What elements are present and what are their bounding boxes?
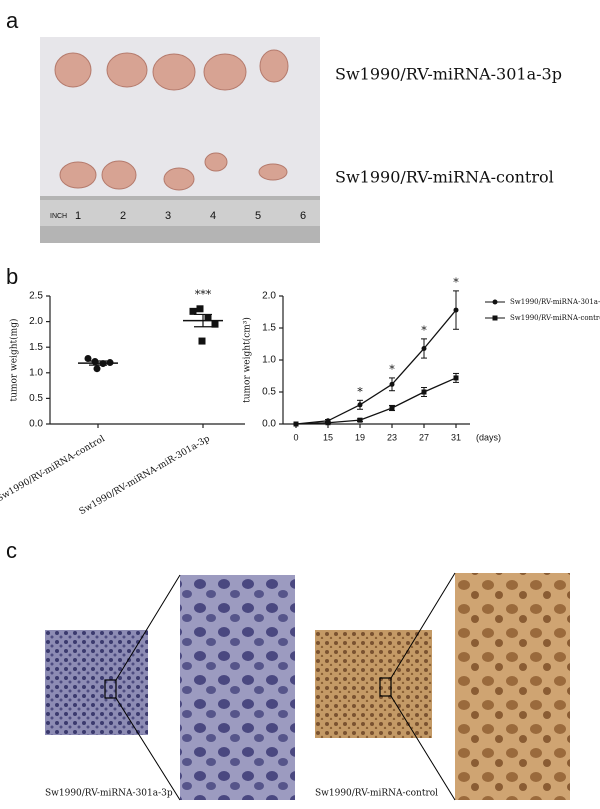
data-point <box>325 420 331 426</box>
photo-label: Sw1990/RV-miRNA-control <box>335 168 554 187</box>
significance: * <box>389 363 395 376</box>
ruler-label: 4 <box>210 210 216 222</box>
significance: * <box>421 324 427 337</box>
tumor-photo <box>40 37 320 243</box>
data-point <box>196 305 204 313</box>
data-point <box>84 354 92 362</box>
ruler-label: 5 <box>255 210 261 222</box>
data-point <box>492 299 498 305</box>
y-tick-label: 0.5 <box>262 387 276 398</box>
data-point <box>189 307 197 315</box>
image-caption: Sw1990/RV-miRNA-control <box>315 789 438 799</box>
legend-label: Sw1990/RV-miRNA-control <box>510 314 600 322</box>
data-point <box>453 307 459 313</box>
data-point <box>453 375 459 381</box>
panel-label: c <box>6 538 17 563</box>
y-tick-label: 1.5 <box>262 323 276 334</box>
y-tick-label: 2.0 <box>29 316 43 327</box>
panel-label: a <box>6 8 19 33</box>
data-point <box>293 421 299 427</box>
y-tick-label: 2.0 <box>262 291 276 302</box>
ruler-label: 3 <box>165 210 171 222</box>
y-tick-label: 1.0 <box>29 367 43 378</box>
x-tick-label: 31 <box>451 432 461 442</box>
data-point <box>204 314 212 322</box>
data-point <box>421 389 427 395</box>
x-axis-label: (days) <box>476 432 501 442</box>
data-point <box>357 417 363 423</box>
y-tick-label: 1.0 <box>262 355 276 366</box>
data-point <box>198 337 206 345</box>
x-tick-label: 15 <box>323 432 333 442</box>
y-tick-label: 1.5 <box>29 342 43 353</box>
data-point <box>421 345 427 351</box>
y-tick-label: 2.5 <box>29 291 43 302</box>
data-point <box>211 320 219 328</box>
data-point <box>93 365 101 373</box>
ruler: INCH 1 2 3 4 5 6 <box>50 210 306 222</box>
data-point <box>389 381 395 387</box>
ruler-label: 6 <box>300 210 306 222</box>
significance: * <box>453 276 459 289</box>
y-tick-label: 0.0 <box>29 419 43 430</box>
legend-label: Sw1990/RV-miRNA-301a-3p <box>510 298 600 306</box>
y-tick-label: 0.0 <box>262 419 276 430</box>
ruler-label: INCH <box>50 213 67 220</box>
data-point <box>389 405 395 411</box>
y-axis-label: tumor weight(mg) <box>9 319 20 402</box>
x-tick-label: 0 <box>293 432 298 442</box>
histology-image <box>45 572 570 801</box>
image-caption: Sw1990/RV-miRNA-301a-3p <box>45 789 173 799</box>
y-tick-label: 0.5 <box>29 393 43 404</box>
x-tick-label: 19 <box>355 432 365 442</box>
y-axis-label: tumor weight(cm³) <box>242 317 253 403</box>
data-point <box>357 402 363 408</box>
significance: * <box>357 385 363 398</box>
significance: *** <box>195 288 212 301</box>
panel-label: b <box>6 264 18 289</box>
x-tick-label: Sw1990/RV-miRNA-control <box>0 434 107 504</box>
data-point <box>492 315 498 321</box>
ruler-label: 2 <box>120 210 126 222</box>
series-line <box>295 309 457 425</box>
x-tick-label: 23 <box>387 432 397 442</box>
ruler-label: 1 <box>75 210 81 222</box>
series-line <box>295 377 457 425</box>
photo-label: Sw1990/RV-miRNA-301a-3p <box>335 65 562 84</box>
x-tick-label: 27 <box>419 432 429 442</box>
